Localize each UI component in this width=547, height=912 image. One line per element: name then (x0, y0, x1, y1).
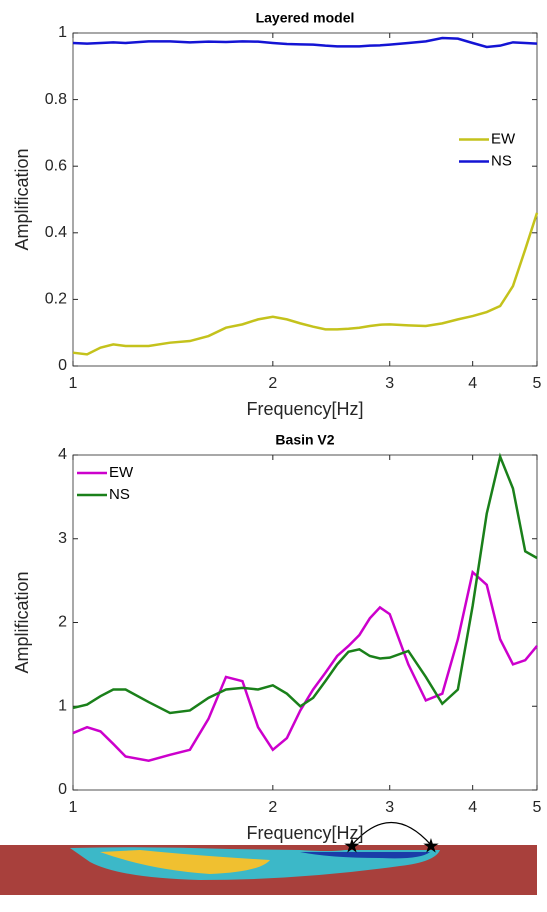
y-tick-label: 4 (58, 446, 67, 463)
series-line (72, 36, 538, 49)
legend-label: NS (491, 152, 512, 169)
legend-label: EW (491, 130, 516, 147)
basin-section: ★ ★ (0, 822, 537, 895)
plot-area (72, 32, 538, 367)
chart-title: Layered model (256, 10, 355, 26)
y-tick-label: 1 (58, 697, 67, 714)
x-tick-label: 3 (385, 375, 394, 392)
y-axis-label: Amplification (12, 148, 32, 250)
series-line (72, 569, 538, 762)
x-tick-label: 2 (268, 799, 277, 816)
basin-layer (100, 850, 270, 874)
y-tick-label: 0.6 (45, 157, 67, 174)
y-tick-label: 0.2 (45, 291, 67, 308)
legend-label: EW (109, 464, 134, 481)
y-tick-label: 0.8 (45, 91, 67, 108)
y-axis-label: Amplification (12, 571, 32, 673)
x-tick-label: 3 (385, 799, 394, 816)
station-star: ★ (343, 835, 361, 857)
x-axis-label: Frequency[Hz] (246, 399, 363, 419)
y-tick-label: 0 (58, 781, 67, 798)
series-line (72, 212, 539, 356)
x-tick-label: 1 (69, 799, 78, 816)
station-arc (351, 822, 432, 846)
x-tick-label: 5 (533, 375, 542, 392)
basin-layer (300, 852, 430, 859)
y-tick-label: 2 (58, 614, 67, 631)
x-tick-label: 4 (468, 799, 477, 816)
legend-label: NS (109, 486, 130, 503)
series-line (72, 452, 538, 715)
x-tick-label: 5 (533, 799, 542, 816)
y-tick-label: 3 (58, 530, 67, 547)
chart-title: Basin V2 (275, 432, 334, 448)
x-tick-label: 1 (69, 375, 78, 392)
plot-area (72, 454, 538, 791)
x-axis-label: Frequency[Hz] (246, 823, 363, 843)
y-tick-label: 1 (58, 24, 67, 41)
station-star: ★ (422, 835, 440, 857)
x-tick-label: 4 (468, 375, 477, 392)
y-tick-label: 0.4 (45, 224, 67, 241)
x-tick-label: 2 (268, 375, 277, 392)
y-tick-label: 0 (58, 357, 67, 374)
